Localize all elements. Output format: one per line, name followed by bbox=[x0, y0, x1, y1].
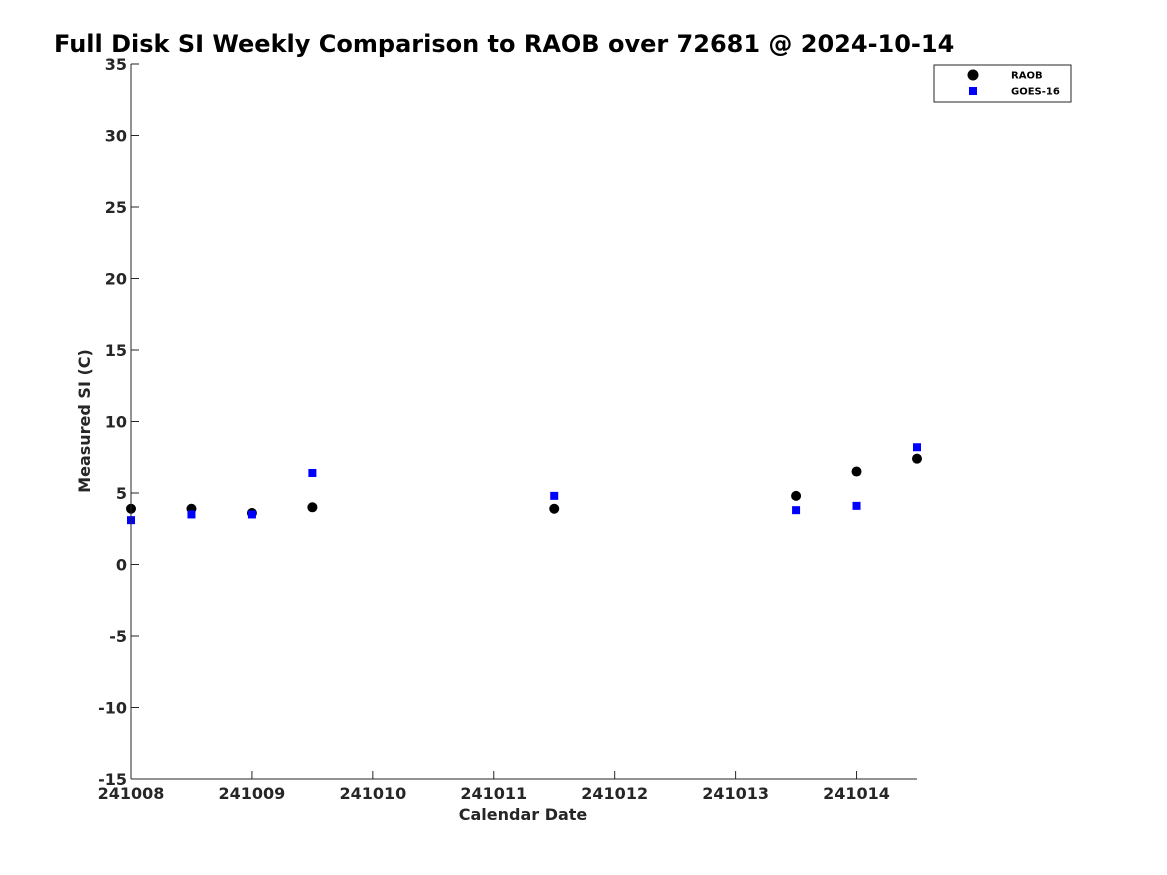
x-tick-label: 241010 bbox=[339, 784, 406, 803]
y-tick-label: 15 bbox=[105, 341, 127, 360]
plot-area bbox=[126, 443, 922, 525]
legend-label-goes-16: GOES-16 bbox=[1011, 87, 1060, 98]
data-point-goes-16 bbox=[247, 510, 256, 519]
data-point-raob bbox=[791, 490, 802, 501]
data-point-raob bbox=[307, 502, 318, 513]
y-tick-label: -5 bbox=[109, 627, 127, 646]
data-point-goes-16 bbox=[308, 468, 317, 477]
x-tick-label: 241011 bbox=[460, 784, 527, 803]
legend-marker-goes-16 bbox=[969, 87, 977, 95]
x-axis-label: Calendar Date bbox=[459, 805, 588, 824]
x-tick-label: 241014 bbox=[823, 784, 890, 803]
data-point-goes-16 bbox=[852, 501, 861, 510]
y-tick-label: 5 bbox=[116, 484, 127, 503]
y-tick-label: 25 bbox=[105, 198, 127, 217]
data-point-raob bbox=[549, 503, 560, 514]
legend-label-raob: RAOB bbox=[1011, 71, 1043, 82]
legend-marker-raob bbox=[967, 69, 979, 81]
x-tick-label: 241009 bbox=[219, 784, 286, 803]
y-tick-label: 35 bbox=[105, 55, 127, 74]
y-tick-label: 0 bbox=[116, 556, 127, 575]
axes: -15 -10 -5 0 5 10 15 20 25 30 35 241008 241009 241010… bbox=[98, 55, 917, 803]
legend: RAOB GOES-16 bbox=[933, 64, 1072, 103]
data-point-raob bbox=[851, 466, 862, 477]
x-tick-label: 241013 bbox=[702, 784, 769, 803]
y-tick-label: 10 bbox=[105, 413, 127, 432]
data-point-goes-16 bbox=[792, 506, 801, 515]
x-tick-label: 241012 bbox=[581, 784, 648, 803]
data-point-goes-16 bbox=[550, 491, 559, 500]
y-tick-label: 20 bbox=[105, 270, 127, 289]
y-tick-label: -15 bbox=[98, 770, 127, 789]
chart-title: Full Disk SI Weekly Comparison to RAOB o… bbox=[54, 30, 954, 58]
y-tick-label: -10 bbox=[98, 699, 127, 718]
x-tick-label: 241008 bbox=[98, 784, 165, 803]
legend-box bbox=[933, 64, 1072, 103]
data-point-goes-16 bbox=[187, 510, 196, 519]
data-point-goes-16 bbox=[913, 443, 921, 452]
y-axis-label: Measured SI (C) bbox=[75, 349, 94, 493]
y-tick-label: 30 bbox=[105, 127, 127, 146]
data-point-raob bbox=[912, 453, 922, 464]
